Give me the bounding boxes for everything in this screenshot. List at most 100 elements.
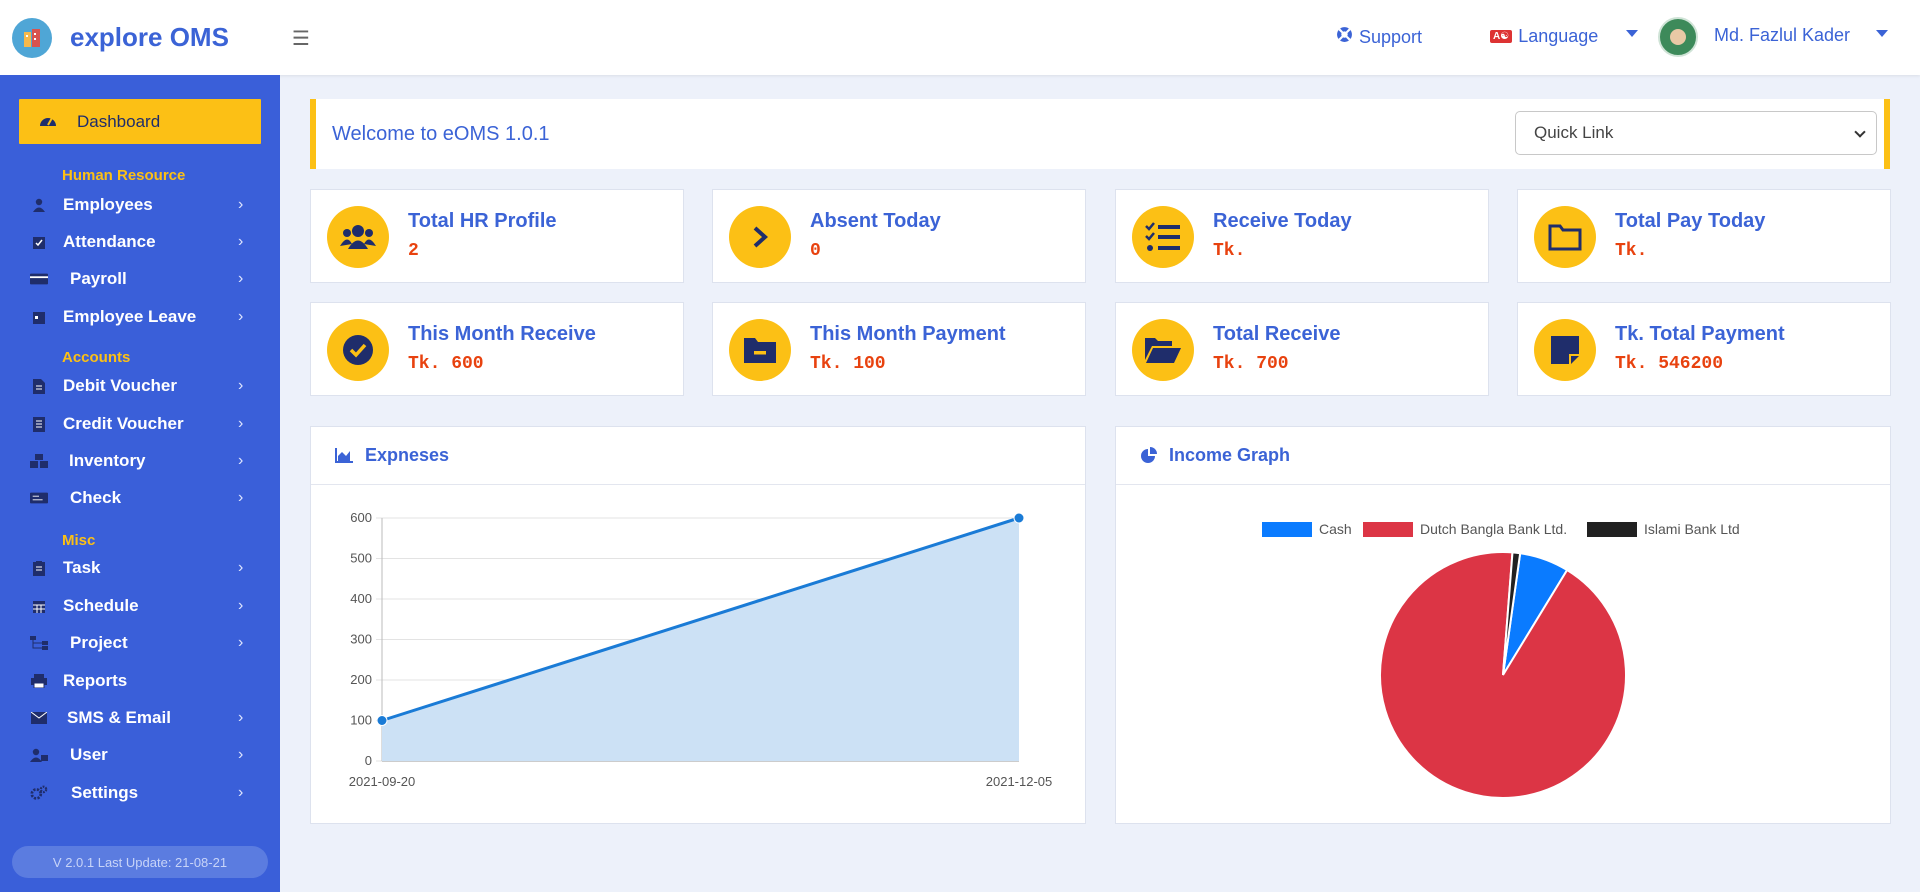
folder-open-icon (1132, 319, 1194, 381)
y-tick-label: 0 (365, 753, 372, 768)
card-value: Tk. 100 (810, 354, 886, 374)
card-title: Tk. Total Payment (1615, 323, 1785, 345)
chevron-down-icon (1854, 126, 1866, 138)
quick-link-select[interactable]: Quick Link (1515, 111, 1877, 155)
card-value: 2 (408, 241, 419, 261)
sidebar-item-label: Task (63, 558, 101, 577)
legend-swatch (1363, 522, 1413, 537)
calendar-check-icon (30, 235, 48, 249)
stat-card-this-month-receive[interactable]: This Month Receive Tk. 600 (310, 302, 684, 396)
data-point (1013, 512, 1025, 524)
calendar-grid-icon (30, 599, 48, 613)
chevron-right-icon: › (238, 489, 244, 506)
sidebar-item-payroll[interactable]: Payroll › (0, 262, 280, 296)
avatar[interactable] (1658, 17, 1698, 57)
chevron-right-icon: › (238, 597, 244, 614)
data-point (376, 715, 388, 726)
building-icon (12, 17, 52, 58)
stat-card-receive-today[interactable]: Receive Today Tk. (1115, 189, 1489, 283)
cogs-icon (30, 785, 48, 800)
stat-card-this-month-payment[interactable]: This Month Payment Tk. 100 (712, 302, 1086, 396)
stat-card-total-payment[interactable]: Tk. Total Payment Tk. 546200 (1517, 302, 1891, 396)
card-title: Absent Today (810, 210, 941, 232)
version-badge: V 2.0.1 Last Update: 21-08-21 (12, 846, 268, 878)
stat-card-absent-today[interactable]: Absent Today 0 (712, 189, 1086, 283)
folder-minus-icon (729, 319, 791, 381)
life-ring-icon (1336, 26, 1353, 48)
expenses-panel: Expneses 0 100 200 300 400 500 600 2021-09-20 20… (310, 426, 1086, 824)
clipboard-icon (30, 560, 48, 576)
y-tick-label: 100 (350, 713, 372, 728)
sidebar-item-label: Project (70, 633, 128, 652)
legend-label: Islami Bank Ltd (1644, 521, 1740, 537)
sidebar-item-inventory[interactable]: Inventory › (0, 444, 280, 478)
top-navbar: explore OMS ☰ Support A☯ Language Md. Fa… (0, 0, 1920, 75)
chevron-right-icon: › (238, 709, 244, 726)
y-tick-label: 600 (350, 510, 372, 525)
sidebar-item-attendance[interactable]: Attendance › (0, 225, 280, 259)
boxes-icon (30, 454, 48, 468)
sidebar-item-sms-email[interactable]: SMS & Email › (0, 701, 280, 735)
money-check-icon (30, 491, 48, 505)
sidebar-item-check[interactable]: Check › (0, 481, 280, 515)
language-label: Language (1518, 26, 1599, 46)
folder-icon (1534, 206, 1596, 268)
legend-swatch (1262, 522, 1312, 537)
quick-link-value: Quick Link (1534, 123, 1614, 142)
sidebar-item-user[interactable]: User › (0, 738, 280, 772)
chevron-right-icon: › (238, 196, 244, 213)
sidebar-item-label: Credit Voucher (63, 414, 184, 433)
sidebar-item-settings[interactable]: Settings › (0, 776, 280, 810)
x-tick-label: 2021-12-05 (986, 774, 1053, 789)
chevron-right-icon: › (238, 634, 244, 651)
envelope-icon (30, 711, 48, 725)
user-name[interactable]: Md. Fazlul Kader (1714, 25, 1851, 45)
area-chart-icon (335, 448, 353, 463)
welcome-bar: Welcome to eOMS 1.0.1 Quick Link (310, 99, 1890, 169)
chevron-right-icon: › (238, 746, 244, 763)
brand[interactable]: explore OMS (0, 0, 280, 75)
caret-down-icon[interactable] (1626, 30, 1638, 37)
sidebar-item-credit-voucher[interactable]: Credit Voucher › (0, 407, 280, 441)
stat-card-total-pay-today[interactable]: Total Pay Today Tk. (1517, 189, 1891, 283)
card-title: This Month Payment (810, 323, 1006, 345)
chevron-right-icon: › (238, 415, 244, 432)
sidebar-item-debit-voucher[interactable]: Debit Voucher › (0, 369, 280, 403)
expenses-chart: 0 100 200 300 400 500 600 2021-09-20 2021-12-05 (349, 510, 1053, 789)
language-dropdown[interactable]: A☯ Language (1490, 26, 1598, 47)
card-value: Tk. 600 (408, 354, 484, 374)
sidebar-item-employee-leave[interactable]: Employee Leave › (0, 300, 280, 334)
sidebar-item-label: Check (70, 488, 122, 507)
sidebar-item-task[interactable]: Task › (0, 551, 280, 585)
panel-title: Income Graph (1169, 445, 1291, 465)
stat-card-total-hr-profile[interactable]: Total HR Profile 2 (310, 189, 684, 283)
user-lock-icon (30, 748, 48, 762)
card-value: Tk. 700 (1213, 354, 1289, 374)
legend-swatch (1587, 522, 1637, 537)
sidebar-item-reports[interactable]: Reports (0, 664, 280, 698)
pie-chart-icon (1140, 447, 1157, 464)
hamburger-menu-icon[interactable]: ☰ (292, 28, 310, 50)
sidebar-item-employees[interactable]: Employees › (0, 188, 280, 222)
support-link[interactable]: Support (1336, 26, 1422, 48)
chevron-right-icon: › (238, 784, 244, 801)
x-tick-label: 2021-09-20 (349, 774, 416, 789)
legend-label: Cash (1319, 521, 1352, 537)
print-icon (30, 674, 48, 688)
stat-card-total-receive[interactable]: Total Receive Tk. 700 (1115, 302, 1489, 396)
credit-card-icon (30, 272, 48, 286)
caret-down-icon[interactable] (1876, 30, 1888, 37)
receipt-icon (30, 416, 48, 432)
section-heading-hr: Human Resource (62, 167, 186, 184)
sidebar-item-schedule[interactable]: Schedule › (0, 589, 280, 623)
sidebar-item-dashboard[interactable]: Dashboard (19, 99, 261, 144)
card-value: Tk. (1213, 241, 1246, 261)
card-value: 0 (810, 241, 821, 261)
y-tick-label: 400 (350, 591, 372, 606)
sidebar-item-project[interactable]: Project › (0, 626, 280, 660)
income-panel: Income Graph Cash Dutch Bangla Bank Ltd. I… (1115, 426, 1891, 824)
sidebar-item-label: Settings (71, 783, 139, 802)
sidebar-item-label: SMS & Email (67, 708, 171, 727)
y-tick-label: 200 (350, 672, 372, 687)
pie-slice (1502, 551, 1522, 676)
